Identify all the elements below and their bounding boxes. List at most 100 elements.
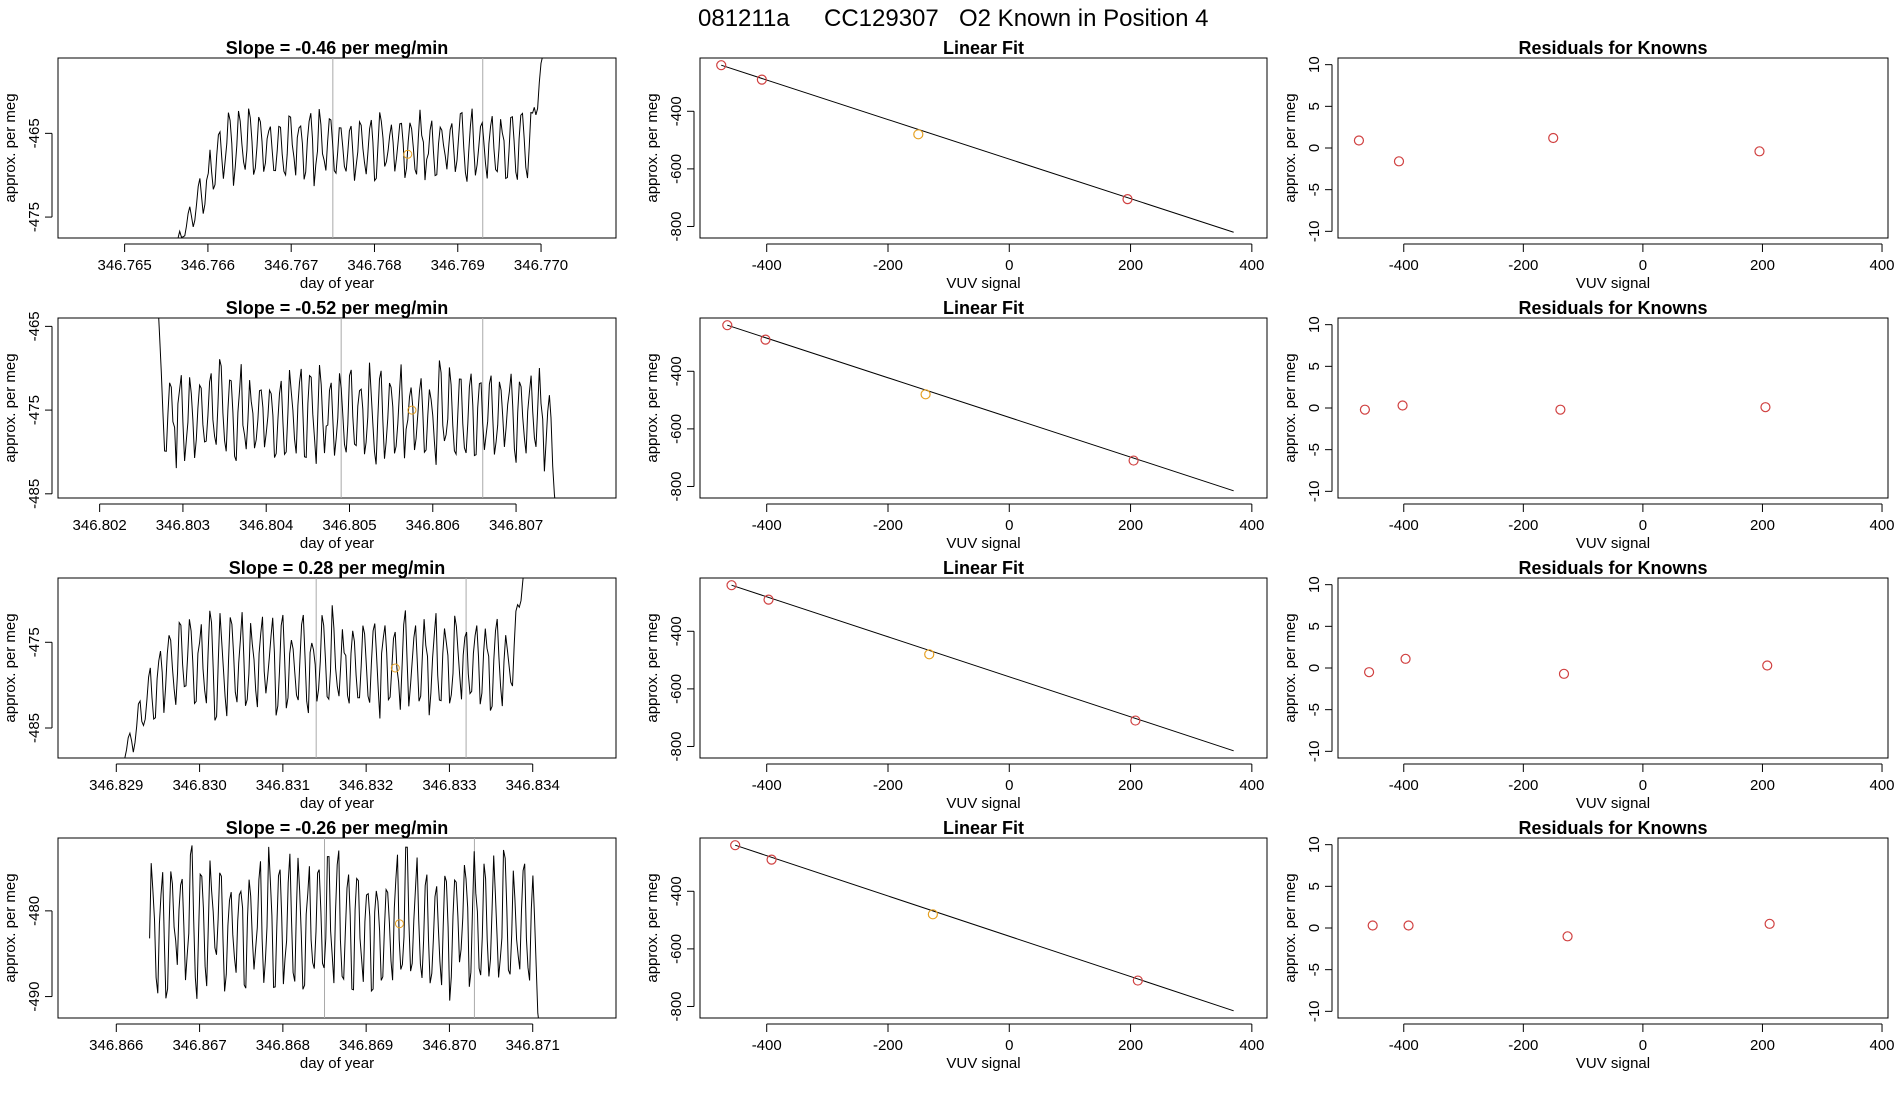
panel-linear-fit-row-1: Linear Fit -400 -200 0 200 400 VUV signal -400 -… [644,298,1268,552]
panel-title: Linear Fit [943,38,1024,58]
sample-highlight-point [403,149,413,159]
x-axis-title: VUV signal [1576,1055,1650,1072]
x-tick-label: 400 [1870,257,1895,274]
fit-point-highlight [924,649,935,660]
x-tick-label: 400 [1239,1037,1264,1054]
figure-header: 081211a CC129307 O2 Known in Position 4 [698,5,1208,32]
plot-area [1363,653,1773,679]
y-tick-label: -10 [1306,480,1323,502]
y-tick-label: -465 [26,311,43,341]
y-tick-label: -600 [668,154,685,184]
plot-frame [57,837,617,1019]
fit-point [1128,455,1139,466]
x-tick-label: -400 [752,257,782,274]
plot-area [1359,400,1771,415]
plot-frame [699,57,1268,239]
x-tick-label: 346.870 [422,1037,476,1054]
panel-title: Slope = 0.28 per meg/min [229,558,446,578]
x-axis-title: day of year [300,275,374,292]
residual-point [1397,400,1408,411]
x-tick-label: -200 [873,777,903,794]
plot-area [716,60,1234,233]
y-tick-label: -10 [1306,220,1323,242]
x-tick-label: -400 [1389,1037,1419,1054]
fit-line [735,844,1234,1012]
x-tick-label: -400 [1389,257,1419,274]
y-axis-title: approx. per meg [644,613,661,722]
residual-point [1762,660,1773,671]
x-tick-label: -200 [1508,257,1538,274]
plot-area [177,58,543,238]
x-tick-label: 0 [1639,517,1647,534]
y-tick-label: -600 [668,414,685,444]
y-tick-label: 10 [1306,576,1323,593]
residual-point [1400,653,1411,664]
x-tick-label: 346.871 [506,1037,560,1054]
y-tick-label: -600 [668,934,685,964]
x-tick-label: 346.866 [89,1037,143,1054]
panel-title: Slope = -0.46 per meg/min [226,38,449,58]
y-tick-label: -10 [1306,740,1323,762]
fit-point-highlight [920,389,931,400]
panel-time-series-row-3: Slope = -0.26 per meg/min 346.866 346.867 3… [2,818,617,1072]
y-tick-label: -600 [668,674,685,704]
y-tick-label: -800 [668,731,685,761]
plot-area [722,320,1234,492]
y-tick-label: -485 [26,479,43,509]
fit-point [722,320,733,331]
x-tick-label: -400 [1389,777,1419,794]
x-tick-label: 200 [1118,777,1143,794]
x-tick-label: 346.830 [172,777,226,794]
x-tick-label: 346.768 [347,257,401,274]
y-tick-label: -400 [668,876,685,906]
residual-point [1558,668,1570,679]
residual-point [1363,667,1375,678]
x-tick-label: 0 [1005,777,1013,794]
y-tick-label: -475 [26,627,43,657]
panel-title: Residuals for Knowns [1518,298,1707,318]
panel-residuals-row-3: Residuals for Knowns -400 -200 0 200 400 VUV s… [1282,818,1895,1072]
x-tick-label: 346.766 [181,257,235,274]
figure-description: O2 Known in Position 4 [959,5,1208,32]
x-tick-label: -200 [873,257,903,274]
fit-point [726,580,737,591]
x-tick-label: 0 [1005,257,1013,274]
x-tick-label: 346.804 [239,517,293,534]
residual-point [1764,918,1775,929]
x-tick-label: -400 [1389,517,1419,534]
x-tick-label: 346.834 [506,777,560,794]
y-tick-label: 10 [1306,316,1323,333]
x-tick-label: 200 [1750,777,1775,794]
residual-point [1393,156,1405,167]
x-tick-label: 0 [1639,1037,1647,1054]
fit-point [1130,715,1141,726]
y-tick-label: 5 [1306,882,1323,890]
panel-title: Slope = -0.26 per meg/min [226,818,449,838]
x-tick-label: 346.831 [256,777,310,794]
x-tick-label: 346.829 [89,777,143,794]
plot-frame [1337,57,1889,239]
y-axis-title: approx. per meg [1282,353,1299,462]
plot-frame [1337,837,1889,1019]
y-tick-label: 5 [1306,622,1323,630]
plot-area [726,580,1234,752]
panel-grid: Slope = -0.46 per meg/min 346.765 346.766 3… [2,38,1895,1072]
y-axis-title: approx. per meg [2,613,19,722]
x-tick-label: 346.868 [256,1037,310,1054]
y-tick-label: 10 [1306,836,1323,853]
y-tick-label: -400 [668,356,685,386]
x-axis-title: VUV signal [1576,795,1650,812]
fit-point-highlight [927,909,938,920]
y-axis-title: approx. per meg [1282,93,1299,202]
x-tick-label: 400 [1870,517,1895,534]
x-tick-label: -400 [752,517,782,534]
fit-point [1122,194,1133,205]
signal-trace [158,318,556,498]
plot-frame [57,577,617,759]
x-tick-label: 346.807 [489,517,543,534]
x-tick-label: 200 [1750,257,1775,274]
sample-highlight-point [407,405,417,415]
x-axis-title: VUV signal [1576,275,1650,292]
y-tick-label: 0 [1306,924,1323,932]
panel-title: Linear Fit [943,298,1024,318]
